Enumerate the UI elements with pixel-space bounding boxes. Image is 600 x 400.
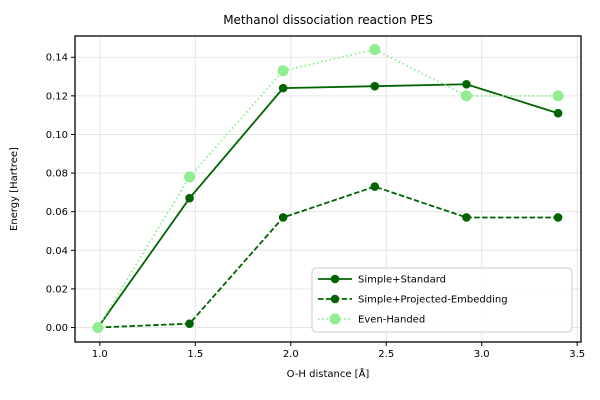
series-line-1 (97, 185, 559, 329)
data-point-marker (277, 65, 289, 77)
legend-entry-label: Simple+Projected-Embedding (358, 295, 508, 306)
legend: Simple+Standard Simple+Projected-Embeddin… (311, 267, 573, 333)
y-tick-label: 0.14 (46, 53, 68, 64)
x-axis-label: O-H distance [Å] (287, 367, 370, 380)
data-point-marker (184, 171, 196, 183)
series-line-0 (97, 83, 559, 329)
data-point-marker (369, 44, 381, 56)
gridlines (75, 36, 581, 342)
legend-entry-label: Even-Handed (358, 315, 425, 326)
legend-marker (330, 294, 340, 304)
data-series (92, 44, 564, 334)
plot-border (74, 35, 582, 343)
y-tick-label: 0.04 (46, 246, 68, 257)
legend-entry-label: Simple+Standard (358, 275, 446, 286)
legend-marker (329, 313, 341, 325)
data-point-marker (462, 213, 471, 222)
data-point-marker (92, 322, 104, 334)
chart-title: Methanol dissociation reaction PES (223, 13, 433, 27)
x-tick-label: 3.5 (569, 349, 585, 360)
data-point-marker (278, 83, 288, 93)
data-point-marker (552, 90, 564, 102)
data-point-marker (553, 108, 563, 118)
x-tick-label: 2.0 (283, 349, 299, 360)
data-point-marker (185, 319, 194, 328)
data-point-marker (462, 79, 471, 89)
legend-marker (330, 274, 340, 284)
axes-spines (71, 35, 582, 346)
data-point-marker (185, 193, 194, 203)
data-point-marker (460, 90, 472, 102)
x-tick-label: 1.5 (187, 349, 203, 360)
y-tick-label: 0.12 (46, 91, 68, 102)
x-tick-label: 1.0 (92, 349, 108, 360)
y-tick-label: 0.10 (46, 130, 68, 141)
data-point-marker (553, 213, 563, 222)
y-tick-label: 0.00 (46, 323, 68, 334)
tick-labels: 1.0 1.5 2.0 2.5 3.0 3.5 0.00 0.02 0.04 0.06 0.08 0.… (46, 53, 585, 360)
x-tick-label: 3.0 (474, 349, 490, 360)
series-line-2 (97, 48, 559, 328)
y-axis-label: Energy [Hartree] (9, 147, 20, 231)
legend-box (311, 267, 573, 333)
x-tick-label: 2.5 (378, 349, 394, 360)
data-point-marker (278, 213, 288, 222)
y-tick-label: 0.02 (46, 284, 68, 295)
data-point-marker (370, 81, 380, 91)
y-tick-label: 0.06 (46, 207, 68, 218)
y-tick-label: 0.08 (46, 169, 68, 180)
data-point-marker (370, 182, 380, 191)
